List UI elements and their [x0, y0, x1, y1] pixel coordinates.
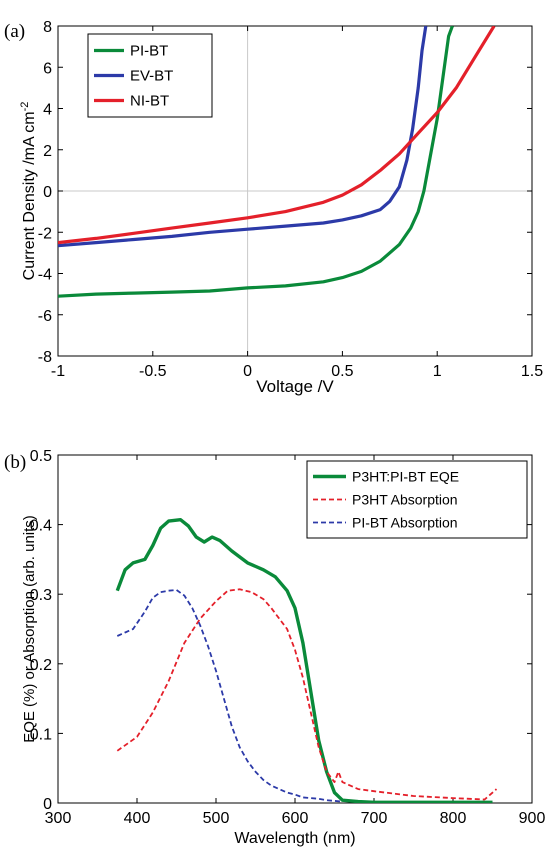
- y-tick-label: 0: [43, 184, 52, 201]
- y-tick-label: 0.4: [30, 518, 52, 535]
- y-axis-label-b: EQE (%) or Absorption (arb. units): [21, 515, 38, 743]
- legend-a: PI-BT EV-BT NI-BT: [87, 33, 213, 118]
- x-tick-label: 1: [433, 363, 442, 380]
- y-axis-label-a: Current Density /mA cm-2: [19, 102, 38, 281]
- y-tick-label: 6: [43, 60, 52, 77]
- y-tick-label: 0: [43, 796, 52, 813]
- x-axis-label-b: Wavelength (nm): [234, 830, 355, 847]
- y-tick-label: -4: [38, 267, 52, 284]
- series-line-ev-bt: [58, 26, 428, 248]
- y-tick-label: 0.1: [30, 726, 52, 743]
- series-line-pi-bt-absorption: [116, 589, 343, 803]
- x-tick-label: -0.5: [139, 363, 167, 380]
- y-tick-label: 0.2: [30, 657, 52, 674]
- series-line-p3ht-absorption: [116, 588, 498, 801]
- panel-label-b: (b): [4, 452, 26, 473]
- series-group-b: [115, 518, 498, 803]
- x-tick-label: 900: [519, 810, 546, 827]
- x-tick-label: 700: [361, 810, 388, 827]
- chart-panel-a: (a) -1 -0.5 0 0.5 1 1.5 -8 -6 -4 -2 0 2 4 6 8 PI-BT EV-…: [4, 19, 543, 396]
- series-line-ni-bt: [58, 26, 496, 245]
- x-tick-label: 1.5: [521, 363, 543, 380]
- x-tick-label: 500: [203, 810, 230, 827]
- x-tick-label: -1: [51, 363, 65, 380]
- y-tick-label: -2: [38, 225, 52, 242]
- legend-b: P3HT:PI-BT EQE P3HT Absorption PI-BT Absor…: [306, 460, 528, 539]
- legend-entry: P3HT Absorption: [352, 492, 458, 508]
- y-tick-label: -6: [38, 308, 52, 325]
- legend-entry: PI-BT: [130, 43, 168, 60]
- legend-entry: PI-BT Absorption: [352, 515, 458, 531]
- series-line-pi-bt: [58, 26, 454, 298]
- tick-group-b: 300 400 500 600 700 800 900 0 0.1 0.2 0.3 0.4 0.5: [30, 448, 546, 827]
- y-tick-label: -8: [38, 349, 52, 366]
- x-tick-label: 600: [282, 810, 309, 827]
- x-tick-label: 800: [440, 810, 467, 827]
- y-tick-label: 0.5: [30, 448, 52, 465]
- x-tick-label: 0: [243, 363, 252, 380]
- x-tick-label: 300: [45, 810, 72, 827]
- panel-label-a: (a): [4, 21, 25, 42]
- y-tick-label: 2: [43, 143, 52, 160]
- series-group-a: [58, 26, 496, 298]
- tick-group-a: -1 -0.5 0 0.5 1 1.5 -8 -6 -4 -2 0 2 4 6 8: [38, 19, 543, 380]
- y-tick-label: 0.3: [30, 587, 52, 604]
- series-line-p3ht-pi-bt-eqe: [115, 518, 493, 803]
- y-axis-label-a-main: Current Density /mA cm: [21, 111, 38, 280]
- x-tick-label: 0.5: [331, 363, 353, 380]
- x-axis-label-a: Voltage /V: [256, 377, 334, 396]
- chart-panel-b: (b) 300 400 500 600 700 800 900 0 0.1 0.2 0.3 0.4 0.…: [4, 448, 545, 847]
- x-tick-label: 400: [124, 810, 151, 827]
- legend-entry: P3HT:PI-BT EQE: [352, 469, 459, 485]
- y-tick-label: 4: [43, 102, 52, 119]
- legend-entry: EV-BT: [130, 68, 173, 85]
- legend-entry: NI-BT: [130, 93, 169, 110]
- y-tick-label: 8: [43, 19, 52, 36]
- y-axis-label-a-sup: -2: [19, 102, 31, 112]
- legend-box: [306, 460, 528, 539]
